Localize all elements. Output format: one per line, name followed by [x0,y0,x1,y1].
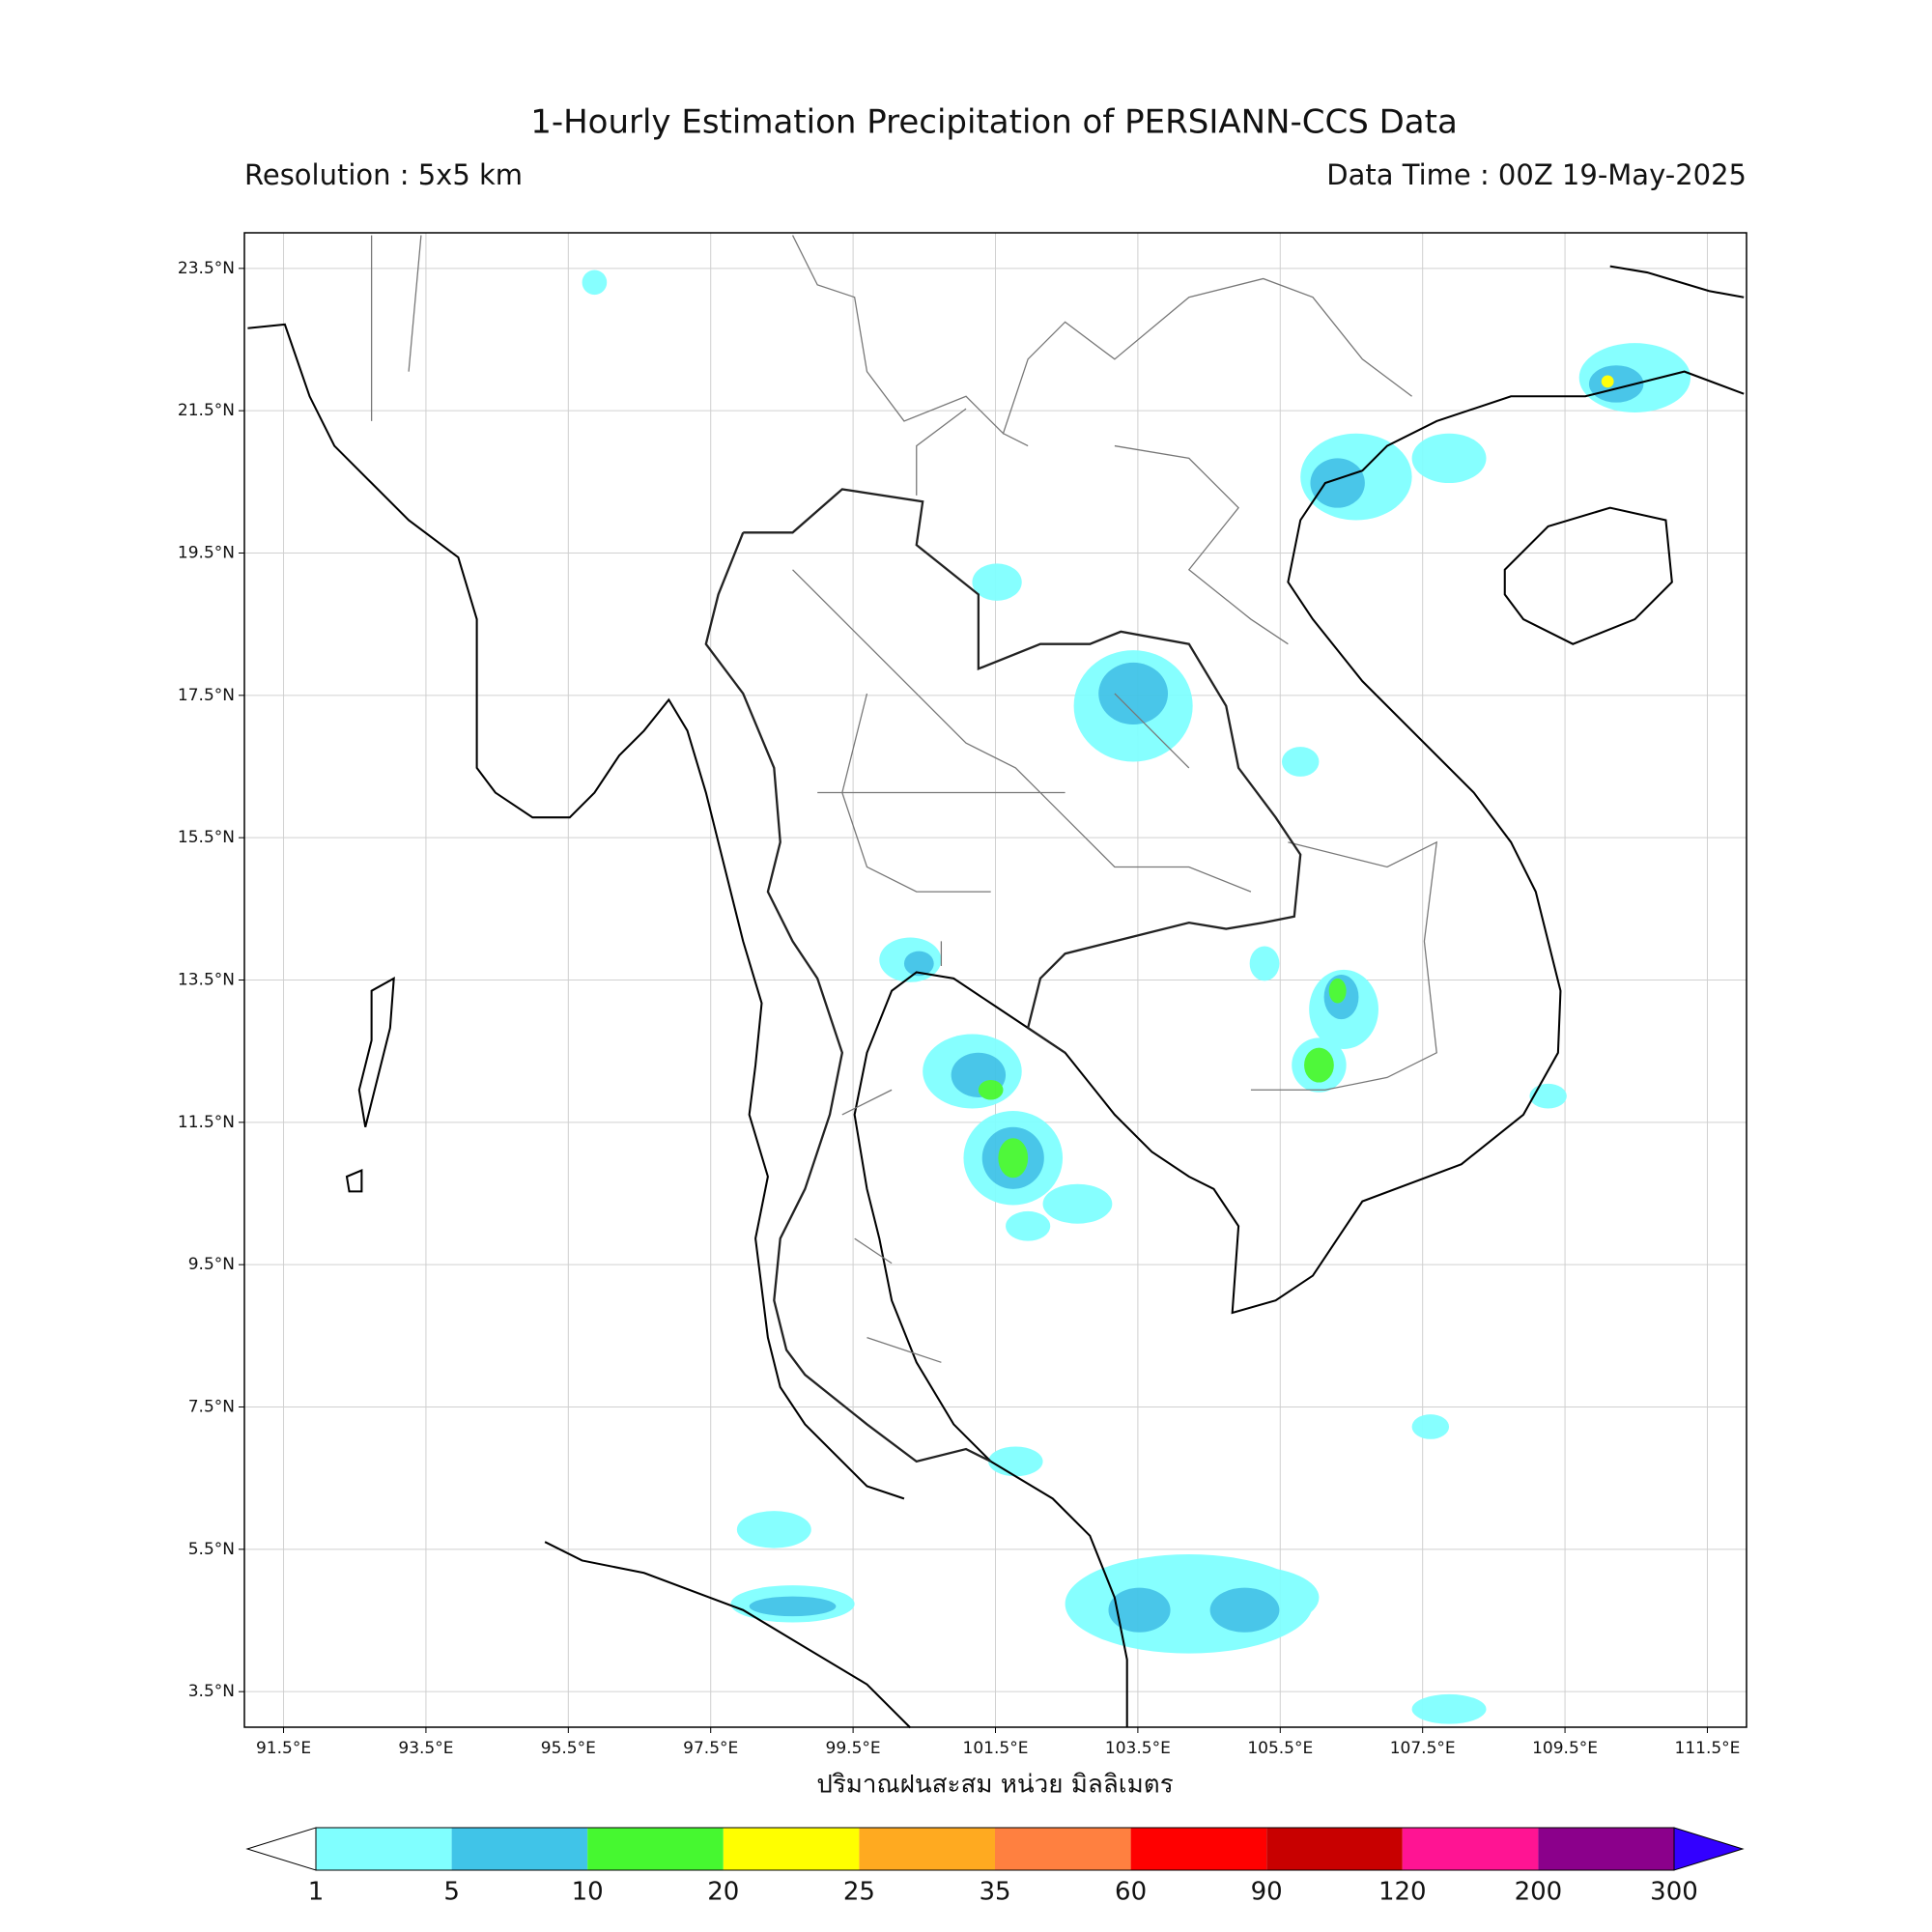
colorbar-level: 25 [843,1878,875,1907]
y-tick-label: 7.5°N [188,1398,235,1417]
colorbar-segment [316,1828,452,1870]
y-tick-label: 11.5°N [178,1113,235,1132]
x-tick-label: 109.5°E [1532,1739,1598,1758]
borders [370,235,1438,1463]
resolution: Resolution : 5x5 km [244,158,523,191]
colorbar-level: 300 [1650,1878,1698,1907]
colorbar-segment [723,1828,860,1870]
y-tick-label: 13.5°N [178,971,235,990]
colorbar-segment [1130,1828,1267,1870]
y-tick-label: 3.5°N [188,1682,235,1701]
y-tick-label: 19.5°N [178,544,235,563]
x-tick-label: 107.5°E [1390,1739,1456,1758]
colorbar-level: 35 [979,1878,1010,1907]
data-time: Data Time : 00Z 19-May-2025 [1326,158,1747,191]
y-tick-label: 23.5°N [178,259,235,278]
x-tick-label: 99.5°E [826,1739,881,1758]
colorbar-under [245,1827,317,1871]
colorbar-over [1673,1827,1745,1871]
x-tick-label: 103.5°E [1105,1739,1171,1758]
colorbar-label: ปริมาณฝนสะสม หน่วย มิลลิเมตร [816,1771,1173,1800]
colorbar-segment [859,1828,995,1870]
colorbar-level: 90 [1251,1878,1283,1907]
colorbar-segment [1402,1828,1539,1870]
x-tick-label: 93.5°E [398,1739,453,1758]
colorbar-segment [1538,1828,1674,1870]
colorbar-segment [995,1828,1131,1870]
x-tick-label: 97.5°E [683,1739,738,1758]
colorbar-segment [1266,1828,1403,1870]
title: 1-Hourly Estimation Precipitation of PER… [530,103,1458,142]
grid [244,233,1747,1727]
x-tick-label: 111.5°E [1675,1739,1741,1758]
colorbar-level: 5 [443,1878,460,1907]
y-tick-label: 5.5°N [188,1540,235,1559]
map-content [247,235,1745,1729]
coastlines [247,265,1745,1729]
x-tick-label: 91.5°E [256,1739,311,1758]
x-tick-label: 95.5°E [541,1739,596,1758]
colorbar-level: 60 [1115,1878,1147,1907]
y-tick-label: 17.5°N [178,686,235,705]
x-tick-label: 105.5°E [1247,1739,1313,1758]
y-tick-label: 21.5°N [178,401,235,420]
colorbar-frame [315,1827,1675,1871]
colorbar-level: 1 [308,1878,325,1907]
x-tick-label: 101.5°E [963,1739,1029,1758]
colorbar-level: 200 [1515,1878,1563,1907]
colorbar: 1 5 10 20 25 35 60 90 120 200 300 [245,1827,1745,1907]
y-tick-label: 15.5°N [178,828,235,847]
y-tick-label: 9.5°N [188,1255,235,1274]
colorbar-level: 120 [1378,1878,1427,1907]
rain [582,270,1691,1724]
colorbar-segment [451,1828,588,1870]
colorbar-segment [587,1828,724,1870]
colorbar-level: 20 [707,1878,739,1907]
colorbar-level: 10 [572,1878,604,1907]
